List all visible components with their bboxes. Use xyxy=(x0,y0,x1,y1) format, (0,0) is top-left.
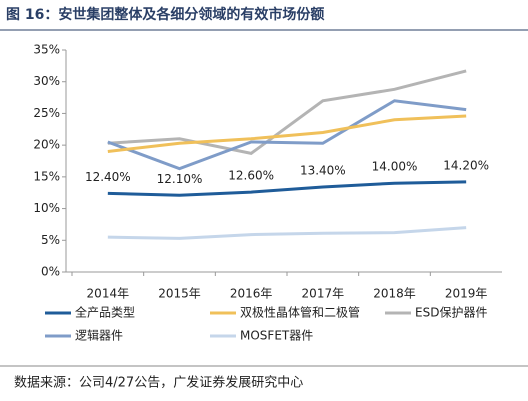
y-tick-label: 10% xyxy=(33,201,60,215)
legend-label: 双极性晶体管和二极管 xyxy=(240,305,360,320)
data-label: 14.00% xyxy=(372,160,418,174)
x-tick-label: 2019年 xyxy=(445,287,488,301)
data-label: 14.20% xyxy=(443,158,489,172)
y-tick-label: 5% xyxy=(41,233,60,247)
y-tick-label: 20% xyxy=(33,138,60,152)
series-line xyxy=(107,114,467,153)
data-label: 12.60% xyxy=(228,169,274,183)
legend-label: ESD保护器件 xyxy=(415,306,487,320)
y-tick-label: 15% xyxy=(33,169,60,183)
x-tick-label: 2017年 xyxy=(302,287,345,301)
legend-label: MOSFET器件 xyxy=(240,329,313,343)
x-tick-label: 2015年 xyxy=(158,287,201,301)
series-line xyxy=(107,226,467,240)
source: 数据来源：公司4/27公告，广发证券发展研究中心 xyxy=(14,375,303,391)
y-tick-label: 30% xyxy=(33,74,60,88)
data-label: 12.40% xyxy=(85,170,131,184)
y-tick-label: 25% xyxy=(33,106,60,120)
series-line xyxy=(107,180,467,197)
legend-label: 逻辑器件 xyxy=(75,329,123,343)
data-label: 12.10% xyxy=(157,172,203,186)
x-tick-label: 2014年 xyxy=(87,287,130,301)
x-tick-label: 2018年 xyxy=(373,287,416,301)
chart-title: 图 16：安世集团整体及各细分领域的有效市场份额 xyxy=(6,6,324,23)
y-tick-label: 35% xyxy=(33,43,60,57)
y-tick-label: 0% xyxy=(41,265,60,279)
data-label: 13.40% xyxy=(300,164,346,178)
series-line xyxy=(107,99,467,171)
legend-label: 全产品类型 xyxy=(75,305,135,320)
series-line xyxy=(107,69,467,155)
x-tick-label: 2016年 xyxy=(230,287,273,301)
